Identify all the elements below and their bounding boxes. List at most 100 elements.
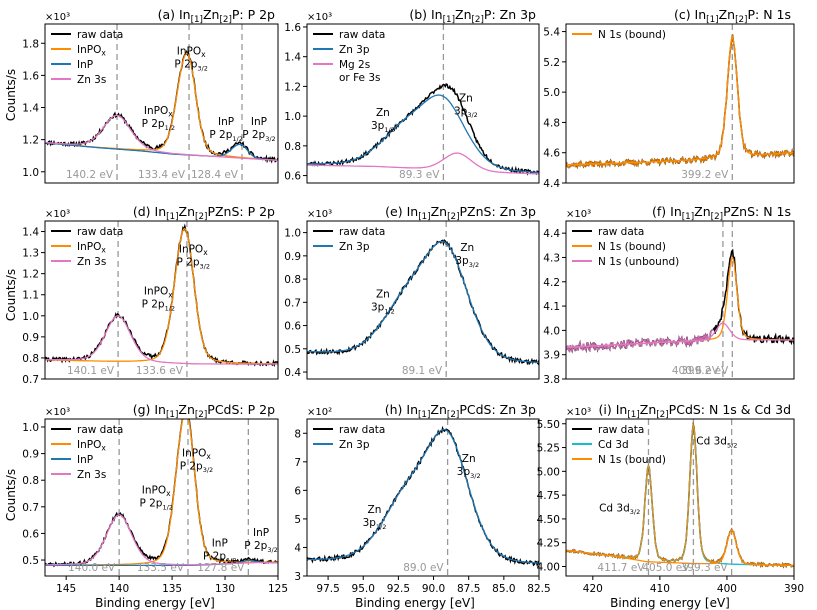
legend-label: raw data <box>339 424 385 436</box>
y-multiplier: ×10³ <box>45 209 70 220</box>
component-line-n_unbound <box>566 322 794 349</box>
y-tick-label: 5.0 <box>543 87 560 99</box>
y-tick-label: 5.50 <box>537 419 560 431</box>
y-tick-label: 4.4 <box>543 228 560 240</box>
x-axis-label-center: Binding energy [eV] <box>355 596 475 610</box>
y-tick-label: 0.7 <box>22 502 39 514</box>
x-tick-label: 145 <box>56 583 76 595</box>
axes-frame <box>306 418 540 577</box>
y-tick-label: 5 <box>294 514 301 526</box>
peak-annotation: Zn <box>368 504 382 516</box>
panel-a: (a) In[1]Zn[2]P: P 2p ×10³ 140.2 eV 133.4 e… <box>22 7 279 184</box>
y-tick-label: 1.3 <box>22 248 39 260</box>
axes-frame <box>306 220 540 380</box>
x-tick-label: 92.5 <box>387 583 410 595</box>
y-tick-label: 5.00 <box>537 466 560 478</box>
peak-annotation: InPOx <box>144 286 173 300</box>
x-tick-label: 82.5 <box>527 583 550 595</box>
y-tick-label: 4.8 <box>543 117 560 129</box>
axes-frame <box>565 418 795 577</box>
component-line-zn3p <box>307 94 539 174</box>
legend: raw data N 1s (bound) N 1s (unbound) <box>572 226 679 268</box>
y-tick-label: 4 <box>294 542 301 554</box>
y-tick-label: 4.25 <box>537 538 560 550</box>
x-tick-label: 130 <box>215 583 235 595</box>
x-tick-label: 420 <box>583 583 603 595</box>
y-tick-label: 4.3 <box>543 252 560 264</box>
marker-label: 140.0 eV <box>68 562 116 574</box>
y-tick-label: 0.8 <box>284 141 301 153</box>
axes-frame <box>44 220 279 380</box>
peak-annotation: InPOx <box>182 447 211 461</box>
y-tick-label: 0.5 <box>22 555 39 567</box>
marker-label: 411.7 eV <box>597 562 645 574</box>
y-axis-label-bottom: Counts/s <box>4 469 18 521</box>
peak-annotation: InP <box>253 527 269 539</box>
x-tick-label: 135 <box>162 583 182 595</box>
y-multiplier: ×10³ <box>566 407 591 418</box>
raw-overlay-line <box>566 328 714 354</box>
peak-annotation: Zn <box>462 453 476 465</box>
component-line-zn3s <box>45 514 278 566</box>
x-tick-label: 95.0 <box>352 583 375 595</box>
legend-label: raw data <box>77 29 123 41</box>
x-axis-label-left: Binding energy [eV] <box>95 596 215 610</box>
legend-label: raw data <box>339 226 385 238</box>
y-tick-label: 0.6 <box>284 321 301 333</box>
marker-label: 140.2 eV <box>66 169 114 181</box>
marker-label: 400.6 eV <box>672 365 720 377</box>
y-tick-label: 1.1 <box>22 290 39 302</box>
x-tick-label: 125 <box>268 583 288 595</box>
legend-label: InPOx <box>77 241 106 255</box>
panel-title: (b) In[1]Zn[2]P: Zn 3p <box>409 7 536 25</box>
y-tick-label: 5.2 <box>543 57 560 69</box>
x-tick-label: 90.0 <box>422 583 445 595</box>
legend-label: Zn 3p <box>339 439 370 451</box>
y-multiplier: ×10² <box>307 407 332 418</box>
legend-label: raw data <box>77 424 123 436</box>
peak-annotation: Zn <box>376 107 390 119</box>
plot-area <box>566 24 794 183</box>
plot-area <box>307 221 539 379</box>
y-tick-label: 6 <box>294 485 301 497</box>
panel-title: (c) In[1]Zn[2]P: N 1s <box>674 7 791 25</box>
panel-c: (c) In[1]Zn[2]P: N 1s 399.2 eV N 1s (bound… <box>543 7 795 190</box>
marker-label: 133.4 eV <box>138 169 186 181</box>
panel-title: (h) In[1]Zn[2]PCdS: Zn 3p <box>385 402 536 420</box>
y-multiplier: ×10³ <box>45 407 70 418</box>
marker-label: 128.4 eV <box>191 169 239 181</box>
axes-frame <box>565 23 795 184</box>
legend-label: Cd 3d <box>598 439 629 451</box>
component-line-n_bound <box>566 529 794 567</box>
panel-title: (e) In[1]Zn[2]PZnS: Zn 3p <box>385 204 536 222</box>
peak-annotation: 3p1/2 <box>371 302 395 316</box>
y-tick-label: 3.9 <box>543 350 560 362</box>
legend-label: InP <box>77 59 93 71</box>
peak-annotation: 3p1/2 <box>371 120 395 134</box>
y-tick-label: 4.2 <box>543 277 560 289</box>
component-line-zn3s <box>45 315 278 365</box>
peak-annotation: 3p3/2 <box>454 105 478 119</box>
legend: N 1s (bound) <box>572 29 666 41</box>
x-tick-label: 85.0 <box>492 583 515 595</box>
y-tick-label: 0.9 <box>22 449 39 461</box>
axes-frame <box>44 418 279 577</box>
peak-annotation: P 2p3/2 <box>180 460 213 474</box>
y-tick-label: 1.0 <box>22 167 39 179</box>
peak-annotation: Cd 3d5/2 <box>696 436 737 450</box>
marker-label: 89.1 eV <box>402 365 443 377</box>
y-tick-label: 7 <box>294 457 301 469</box>
component-line-zn3p <box>307 240 539 364</box>
peak-annotation: P 2p1/2 <box>142 118 175 132</box>
peak-annotation: 3p1/2 <box>363 517 387 531</box>
component-line-mg <box>307 152 539 175</box>
y-tick-label: 0.6 <box>284 171 301 183</box>
y-tick-label: 1.0 <box>22 311 39 323</box>
peak-annotation: InPOx <box>142 485 171 499</box>
component-line-inp <box>45 142 278 162</box>
peak-annotation: P 2p3/2 <box>242 129 275 143</box>
legend-label: N 1s (unbound) <box>598 256 679 268</box>
y-tick-label: 1.2 <box>22 135 39 147</box>
